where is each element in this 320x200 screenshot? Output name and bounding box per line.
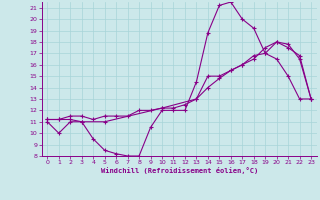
X-axis label: Windchill (Refroidissement éolien,°C): Windchill (Refroidissement éolien,°C) [100,167,258,174]
